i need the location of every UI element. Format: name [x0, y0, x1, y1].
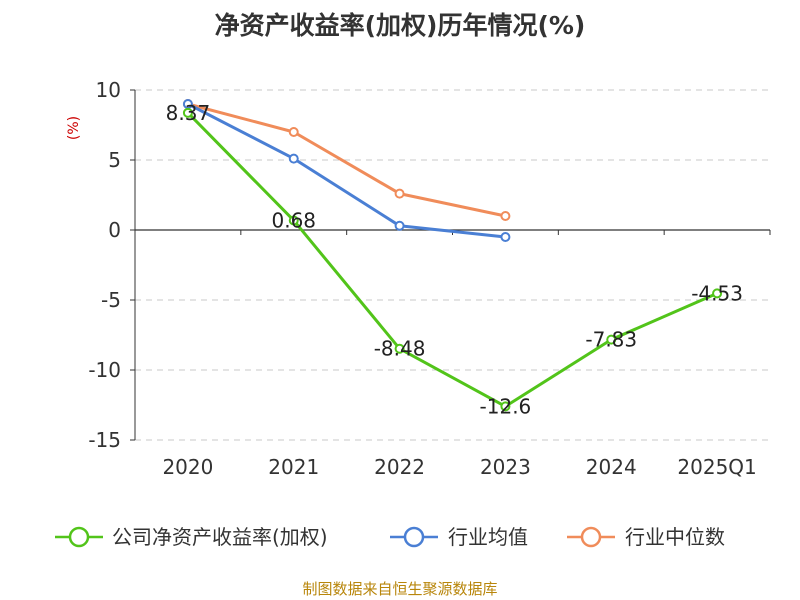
data-point-2 [288, 127, 299, 137]
data-point-1 [500, 232, 511, 242]
data-point-0 [712, 288, 723, 299]
data-point-0 [500, 401, 511, 412]
source-note: 制图数据来自恒生聚源数据库 [302, 580, 497, 598]
data-label: -12.6 [480, 394, 532, 418]
data-point-2 [500, 211, 511, 221]
data-point-0 [606, 334, 617, 345]
y-tick-label: 0 [108, 218, 121, 242]
legend-marker [403, 526, 425, 548]
data-point-0 [182, 107, 193, 118]
data-label: 8.37 [166, 101, 211, 125]
data-label: 0.68 [271, 208, 316, 232]
data-point-1 [394, 220, 405, 231]
y-tick-label: -5 [101, 288, 121, 312]
y-tick-label: -10 [88, 358, 121, 382]
x-tick-label: 2023 [480, 455, 531, 479]
legend-label: 公司净资产收益率(加权) [112, 525, 328, 549]
x-tick-label: 2020 [162, 455, 213, 479]
legend: 公司净资产收益率(加权) 行业均值 行业中位数 [55, 525, 725, 549]
axes: 10 5 0 -5 -10 -15 2020 2021 2022 2023 2024 2025Q1 [88, 78, 771, 479]
legend-marker [580, 526, 602, 548]
series-line-1 [187, 102, 506, 239]
grid-lines [135, 89, 770, 441]
data-point-0 [288, 215, 299, 226]
data-labels: 8.37 0.68 -8.48 -12.6 -7.83 -4.53 [166, 101, 743, 419]
data-label: -4.53 [691, 281, 743, 305]
y-tick-label: 5 [108, 148, 121, 172]
legend-marker [68, 526, 90, 548]
legend-label: 行业均值 [448, 525, 528, 549]
x-tick-label: 2021 [268, 455, 319, 479]
chart-title: 净资产收益率(加权)历年情况(%) [215, 11, 586, 40]
y-tick-label: 10 [96, 78, 121, 102]
y-axis-unit-label: (%) [66, 116, 82, 140]
series-line-2 [187, 102, 506, 218]
data-point-2 [394, 188, 405, 199]
legend-label: 行业中位数 [625, 525, 725, 549]
data-point-1 [288, 153, 299, 164]
data-point-0 [394, 343, 405, 354]
series-line-0 [186, 111, 718, 408]
data-label: -7.83 [585, 328, 637, 352]
y-tick-label: -15 [88, 428, 121, 452]
x-tick-label: 2022 [374, 455, 425, 479]
x-tick-label: 2025Q1 [677, 455, 756, 479]
series-lines [182, 99, 723, 412]
x-tick-label: 2024 [586, 455, 637, 479]
data-label: -8.48 [374, 337, 426, 361]
